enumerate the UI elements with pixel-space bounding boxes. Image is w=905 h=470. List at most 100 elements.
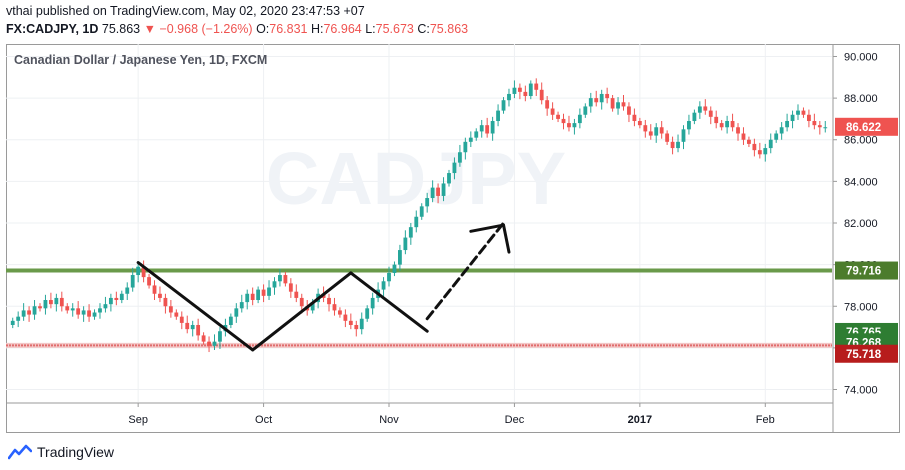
candle-bearish	[250, 287, 255, 306]
candle-bearish	[665, 130, 670, 145]
candle-body	[354, 324, 359, 330]
candle-body	[48, 300, 53, 305]
candle-bullish	[54, 293, 59, 312]
y-tick-label: 90.000	[844, 51, 878, 63]
candle-bullish	[239, 294, 244, 313]
last-price: 75.863	[101, 22, 141, 36]
candle-body	[441, 183, 446, 196]
candle-bearish	[556, 111, 560, 123]
trend-drawings	[136, 221, 511, 352]
candle-bullish	[16, 311, 21, 328]
candle-body	[768, 139, 773, 149]
candle-body	[730, 121, 735, 128]
candle-body	[528, 83, 533, 97]
candle-body	[234, 308, 239, 317]
candle-body	[823, 127, 828, 129]
candle-body	[327, 297, 331, 305]
candle-body	[299, 297, 304, 307]
candle-bearish	[730, 113, 735, 132]
candle-body	[381, 281, 386, 290]
candle-body	[256, 289, 261, 301]
candle-body	[92, 312, 97, 317]
candle-body	[425, 198, 430, 207]
candle-bearish	[207, 336, 211, 353]
candle-bearish	[610, 94, 615, 112]
candle-bullish	[430, 180, 435, 203]
candle-body	[703, 106, 708, 111]
candle-bullish	[408, 223, 413, 245]
candle-body	[588, 98, 593, 107]
trend-down-2	[349, 271, 429, 333]
candle-body	[245, 293, 250, 303]
trend-down-1	[136, 261, 255, 352]
candle-bullish	[528, 80, 533, 100]
x-tick-label: Feb	[756, 414, 775, 426]
candle-body	[174, 312, 179, 317]
symbol-info: FX:CADJPY, 1D 75.863 ▼ −0.968 (−1.26%) O…	[6, 22, 469, 36]
candle-bearish	[348, 313, 353, 330]
candle-bearish	[354, 320, 359, 337]
candle-body	[763, 148, 768, 155]
candle-bullish	[98, 303, 102, 319]
candle-body	[774, 133, 779, 140]
candle-bullish	[108, 293, 113, 312]
candle-body	[87, 310, 91, 317]
candle-body	[81, 310, 86, 315]
y-tick-label: 86.000	[844, 135, 878, 147]
y-tick-label: 78.000	[844, 301, 878, 313]
candle-body	[725, 121, 730, 128]
candle-body	[785, 121, 790, 128]
candle-body	[583, 106, 588, 115]
candle-bullish	[463, 137, 468, 160]
candle-body	[550, 108, 555, 115]
candle-bearish	[736, 123, 740, 141]
candle-body	[747, 139, 751, 144]
price-chart[interactable]: CADJPY 74.00076.00078.00080.00082.00084.…	[6, 44, 900, 433]
candle-bullish	[474, 128, 479, 141]
candle-bearish	[550, 102, 555, 120]
candle-bearish	[27, 306, 31, 322]
candle-body	[501, 100, 506, 111]
candle-bullish	[234, 303, 239, 323]
candle-body	[621, 102, 626, 107]
candle-body	[676, 141, 680, 149]
price-label: 86.622	[846, 122, 881, 134]
candle-bearish	[703, 99, 708, 115]
y-tick-label: 74.000	[844, 385, 878, 397]
candle-bullish	[228, 313, 233, 329]
candle-bullish	[441, 177, 446, 202]
x-tick-label: 2017	[628, 414, 652, 426]
watermark: CADJPY	[266, 137, 566, 220]
candle-bearish	[632, 108, 637, 127]
candle-body	[76, 308, 81, 315]
candle-bearish	[714, 110, 719, 129]
candle-bullish	[278, 268, 282, 287]
candle-body	[817, 125, 822, 128]
candle-bullish	[725, 115, 730, 134]
candle-body	[507, 93, 511, 101]
candle-body	[365, 308, 370, 319]
candle-bullish	[616, 97, 620, 115]
candle-body	[119, 293, 124, 301]
candle-bearish	[719, 119, 724, 131]
candle-body	[627, 106, 631, 115]
time-axis[interactable]: Sep Oct Nov Dec 2017 Feb	[128, 403, 775, 426]
chart-frame	[6, 44, 900, 433]
candle-body	[561, 118, 566, 124]
candle-bullish	[10, 317, 15, 329]
candle-body	[796, 110, 800, 115]
candle-bullish	[70, 303, 75, 317]
footer-brand[interactable]: TradingView	[8, 442, 114, 462]
candle-body	[474, 131, 479, 138]
candle-bearish	[817, 121, 822, 135]
candle-body	[250, 293, 255, 301]
candle-bullish	[676, 134, 680, 153]
candle-body	[288, 283, 293, 292]
candle-body	[736, 127, 740, 134]
candle-bearish	[59, 291, 64, 312]
high-value: 76.964	[323, 22, 362, 36]
low-value: 75.673	[375, 22, 414, 36]
candle-body	[790, 114, 795, 122]
candle-body	[757, 150, 762, 155]
candle-bearish	[288, 278, 293, 298]
